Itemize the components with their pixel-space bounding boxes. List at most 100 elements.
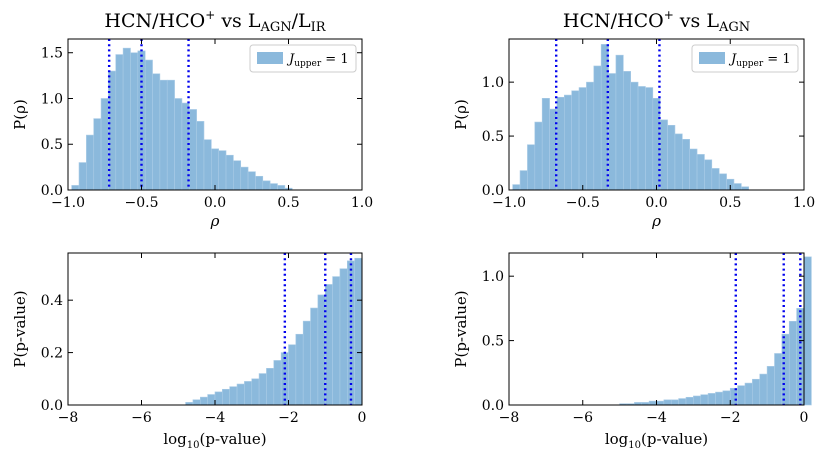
histogram-bar xyxy=(645,87,654,191)
histogram-bar xyxy=(623,71,631,191)
x-tick-label: −4 xyxy=(646,410,667,426)
histogram-bar xyxy=(262,180,271,191)
histogram-bar xyxy=(159,79,168,191)
histogram-bar xyxy=(722,390,731,406)
histogram-bar xyxy=(678,398,687,406)
panel-4: −8 −6 −4 −2 0 0.0 0.5 1.0 P(p-value) log10(p-valu… xyxy=(452,252,812,451)
histogram-bar xyxy=(512,184,521,191)
legend-symbol: J xyxy=(286,52,295,67)
title-main: HCN/HCO xyxy=(104,10,205,32)
histogram-bar xyxy=(130,52,139,191)
y-tick-label: 1.0 xyxy=(482,269,504,285)
y-tick-label: 0.2 xyxy=(41,346,63,362)
histogram-bar xyxy=(207,394,216,406)
histogram-bar xyxy=(608,73,617,191)
histogram-bar xyxy=(718,173,727,191)
y-tick-label: 0.0 xyxy=(41,183,63,199)
histogram-bar xyxy=(255,175,264,191)
x-tick-label: 0.0 xyxy=(645,195,667,211)
histogram-bar xyxy=(310,307,319,406)
histogram-bar xyxy=(759,373,768,406)
histogram-bar xyxy=(615,54,624,191)
legend-eq: = 1 xyxy=(763,52,790,67)
histogram-bar xyxy=(685,396,694,406)
histogram-bar xyxy=(774,353,783,406)
histogram-bar xyxy=(244,381,253,406)
legend-label: Jupper = 1 xyxy=(286,52,349,69)
histogram-bar xyxy=(277,185,286,191)
legend-box xyxy=(691,44,799,73)
legend: Jupper = 1 xyxy=(249,44,357,73)
x-tick-label: −8 xyxy=(499,410,520,426)
histogram-bar xyxy=(192,399,201,406)
histogram-bar xyxy=(593,65,602,191)
x-axis-label: log10(p-value) xyxy=(605,430,708,451)
histogram-bar xyxy=(247,171,256,191)
y-axis-label: P(p-value) xyxy=(11,290,29,367)
legend-box xyxy=(249,44,357,73)
x-tick-label: −2 xyxy=(278,410,299,426)
histogram-bar xyxy=(144,59,153,191)
histogram-bar xyxy=(670,399,679,406)
histogram-bar xyxy=(571,90,580,191)
panel-3: −8 −6 −4 −2 0 0.0 0.2 0.4 P(p-value) log10(p-valu… xyxy=(11,252,367,451)
x-tick-label: −6 xyxy=(131,410,152,426)
x-axis-label: log10(p-value) xyxy=(163,430,266,451)
x-axis-label-log: log xyxy=(163,430,187,448)
histogram-bar xyxy=(693,395,702,406)
legend: Jupper = 1 xyxy=(691,44,799,73)
histogram-bar xyxy=(737,385,746,406)
x-tick-label: −8 xyxy=(58,410,79,426)
y-axis-label: P(ρ) xyxy=(11,99,29,130)
histogram-bar xyxy=(218,150,227,191)
histogram-bar xyxy=(519,170,528,191)
histogram-bar xyxy=(339,268,348,406)
title-sub: IR xyxy=(311,20,327,35)
y-tick-label: 0.0 xyxy=(482,183,504,199)
x-tick-label: 0.5 xyxy=(719,195,741,211)
histogram-bar xyxy=(674,133,683,191)
histogram-bar xyxy=(534,121,543,191)
panel-title: HCN/HCO+ vs LAGN xyxy=(563,8,750,35)
histogram-bar xyxy=(181,102,190,191)
histogram-bar xyxy=(229,386,238,406)
histogram-bar xyxy=(188,109,197,191)
histogram-bar xyxy=(630,81,639,191)
histogram-bar xyxy=(707,393,716,406)
x-tick-label: 0 xyxy=(358,410,367,426)
histogram-bar xyxy=(174,98,183,191)
histogram-bar xyxy=(266,368,275,406)
histogram-bar xyxy=(689,148,698,191)
y-tick-label: 0.0 xyxy=(41,398,63,414)
title-vs: vs L xyxy=(215,10,261,32)
histogram-bar xyxy=(637,86,646,191)
histogram-bar xyxy=(214,391,223,406)
x-axis-label: ρ xyxy=(210,212,220,230)
histogram-bar xyxy=(752,378,761,406)
histogram-bar xyxy=(273,360,282,406)
title-main: HCN/HCO xyxy=(563,10,664,32)
legend-eq: = 1 xyxy=(321,52,348,67)
histogram-bar xyxy=(166,79,175,191)
histogram-bar xyxy=(233,160,242,191)
histogram-bar xyxy=(71,185,80,191)
x-tick-label: −0.5 xyxy=(566,195,600,211)
histogram-bar xyxy=(667,124,676,191)
histogram-bar xyxy=(700,394,709,406)
title-slash: /L xyxy=(292,10,311,32)
histogram-bar xyxy=(556,96,565,191)
histogram-bar xyxy=(663,399,672,406)
histogram-bar xyxy=(564,94,572,191)
y-tick-label: 1.0 xyxy=(41,91,63,107)
legend-label: Jupper = 1 xyxy=(728,52,791,69)
histogram-bar xyxy=(93,118,102,191)
histogram-bar xyxy=(203,139,212,191)
title-vs: vs L xyxy=(674,10,720,32)
histogram-bar xyxy=(115,54,124,191)
histogram-bar xyxy=(332,276,341,406)
legend-sub: upper xyxy=(294,59,322,69)
histogram-bar xyxy=(258,373,267,406)
histogram-bar xyxy=(78,162,87,191)
x-tick-label: −1.0 xyxy=(51,195,85,211)
x-tick-label: 0 xyxy=(800,410,809,426)
